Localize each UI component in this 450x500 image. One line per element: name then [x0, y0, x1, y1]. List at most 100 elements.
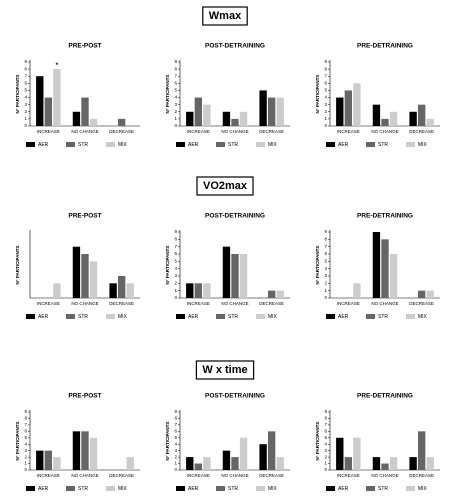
bar [259, 90, 267, 126]
bar [267, 97, 276, 126]
x-tick-label: NO CHANGE [221, 129, 248, 134]
bar [81, 254, 89, 298]
y-tick-label: 6 [324, 251, 327, 256]
y-tick-label: 7 [324, 244, 327, 249]
legend-label: STR [378, 142, 388, 148]
chart-title: PRE-DETRAINING [357, 43, 413, 50]
x-tick-label: DECREASE [409, 129, 434, 134]
y-tick-label: 5 [174, 435, 177, 440]
y-tick-label: 3 [324, 102, 327, 107]
legend-label: STR [228, 314, 238, 320]
chart-title: PRE-POST [68, 43, 101, 50]
bar [222, 450, 231, 470]
legend-swatch [216, 486, 225, 491]
y-tick-label: 4 [174, 266, 177, 271]
y-tick-label: 3 [174, 102, 177, 107]
section-box [202, 6, 248, 26]
bar [231, 118, 239, 126]
bar [72, 246, 81, 298]
y-tick-label: 2 [324, 109, 327, 114]
x-tick-label: INCREASE [187, 129, 210, 134]
x-tick-label: DECREASE [409, 301, 434, 306]
bar [353, 83, 361, 126]
y-tick-label: 0 [24, 467, 27, 472]
chart-title: PRE-DETRAINING [357, 393, 413, 400]
bar [389, 457, 398, 470]
bar [409, 111, 417, 126]
y-tick-label: 3 [324, 273, 327, 278]
y-tick-label: 7 [324, 73, 327, 78]
bar [89, 118, 98, 126]
bar [381, 463, 389, 470]
y-tick-label: 3 [324, 448, 327, 453]
bar [109, 283, 117, 298]
bar [426, 118, 434, 126]
y-tick-label: 6 [324, 429, 327, 434]
y-tick-label: 2 [24, 109, 27, 114]
y-tick-label: 3 [174, 448, 177, 453]
annotation: * [56, 62, 59, 69]
y-tick-label: 5 [324, 259, 327, 264]
bar [222, 111, 231, 126]
legend-label: STR [78, 314, 88, 320]
legend-swatch [256, 314, 265, 319]
y-tick-label: 4 [174, 441, 177, 446]
y-tick-label: 9 [24, 59, 27, 64]
y-tick-label: 5 [174, 259, 177, 264]
bar [81, 431, 89, 470]
y-axis-label: N° PARTICIPANTS [315, 246, 320, 285]
bar [426, 457, 434, 470]
y-tick-label: 5 [324, 88, 327, 93]
legend-label: AER [338, 314, 349, 320]
legend-swatch [26, 314, 35, 319]
x-tick-label: INCREASE [187, 301, 210, 306]
bar [417, 431, 426, 470]
y-tick-label: 1 [174, 116, 177, 121]
chart-title: POST-DETRAINING [205, 393, 265, 400]
x-tick-label: NO CHANGE [371, 473, 398, 478]
x-tick-label: INCREASE [337, 301, 360, 306]
y-tick-label: 0 [174, 467, 177, 472]
section-title: VO2max [203, 180, 248, 192]
legend-swatch [326, 142, 335, 147]
legend-label: STR [78, 142, 88, 148]
y-axis-label: N° PARTICIPANTS [165, 246, 170, 285]
y-tick-label: 0 [174, 123, 177, 128]
x-tick-label: NO CHANGE [71, 301, 98, 306]
bar [239, 111, 248, 126]
legend-label: AER [338, 486, 349, 492]
y-axis-label: N° PARTICIPANTS [15, 246, 20, 285]
x-tick-label: DECREASE [109, 301, 134, 306]
bar [72, 111, 81, 126]
bar [126, 283, 134, 298]
bar [276, 290, 284, 298]
x-tick-label: DECREASE [259, 473, 284, 478]
legend-label: AER [38, 142, 49, 148]
bar [186, 457, 194, 470]
x-tick-label: DECREASE [259, 129, 284, 134]
y-tick-label: 4 [324, 441, 327, 446]
x-tick-label: NO CHANGE [221, 301, 248, 306]
legend-swatch [256, 142, 265, 147]
bar [72, 431, 81, 470]
y-tick-label: 6 [24, 81, 27, 86]
y-tick-label: 0 [174, 295, 177, 300]
y-tick-label: 3 [24, 102, 27, 107]
y-tick-label: 8 [324, 416, 327, 421]
y-tick-label: 0 [324, 123, 327, 128]
legend-swatch [106, 314, 115, 319]
y-axis-label: N° PARTICIPANTS [15, 75, 20, 114]
y-tick-label: 5 [24, 435, 27, 440]
legend-swatch [366, 142, 375, 147]
y-tick-label: 8 [174, 237, 177, 242]
y-tick-label: 6 [174, 429, 177, 434]
bar [344, 90, 353, 126]
bar [276, 457, 284, 470]
y-tick-label: 1 [174, 461, 177, 466]
y-tick-label: 8 [24, 66, 27, 71]
y-tick-label: 7 [174, 73, 177, 78]
legend-swatch [366, 314, 375, 319]
y-tick-label: 3 [24, 448, 27, 453]
y-tick-label: 1 [324, 288, 327, 293]
legend-swatch [256, 486, 265, 491]
